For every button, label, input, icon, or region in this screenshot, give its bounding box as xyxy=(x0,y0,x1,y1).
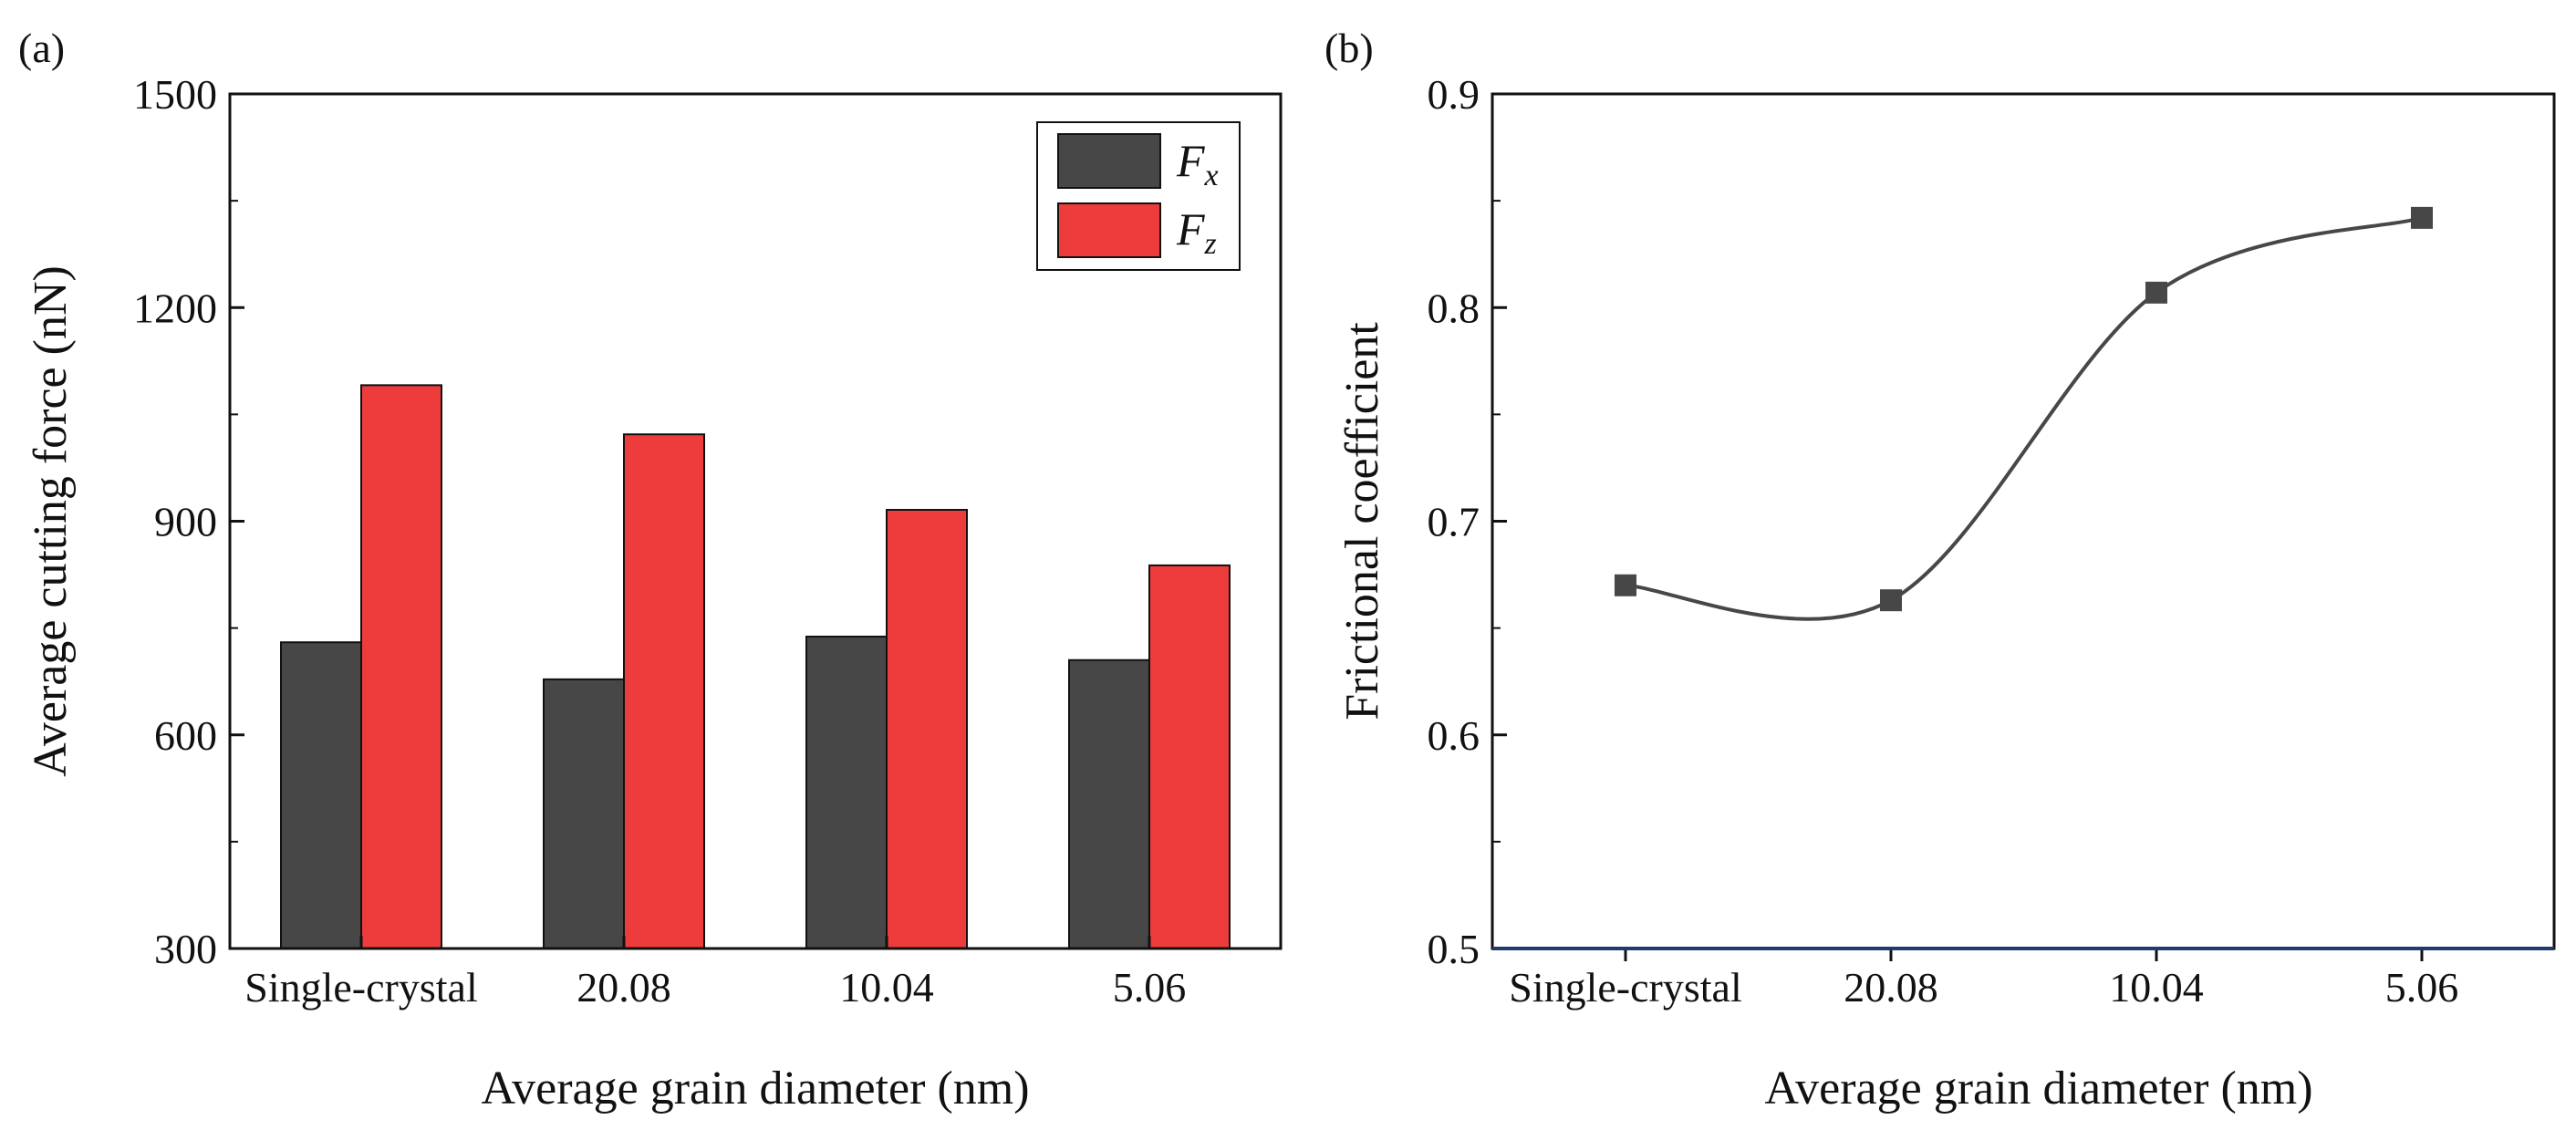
x-tick-label: 20.08 xyxy=(576,964,671,1011)
legend-swatch-fz xyxy=(1057,202,1161,258)
x-axis-ticks: Single-crystal 20.08 10.04 5.06 xyxy=(244,936,1186,1011)
data-point-marker-0 xyxy=(1615,574,1636,596)
y-tick-label: 1500 xyxy=(133,71,217,118)
legend: Fx Fz xyxy=(1036,121,1241,271)
panel-b-label: (b) xyxy=(1324,25,1374,71)
bar-fx-2 xyxy=(805,635,888,949)
y-tick-label: 0.7 xyxy=(1428,499,1480,545)
x-tick-label: 5.06 xyxy=(2385,964,2459,1011)
bar-fx-1 xyxy=(543,678,625,949)
panel-a-label: (a) xyxy=(18,25,65,71)
y-tick-label: 1200 xyxy=(133,285,217,331)
plot-frame xyxy=(228,92,1283,950)
x-axis-title: Average grain diameter (nm) xyxy=(481,1063,1029,1114)
legend-label-fx: Fx xyxy=(1176,135,1219,192)
bars-group xyxy=(280,384,1231,950)
y-axis-ticks: 0.5 0.6 0.7 0.8 0.9 xyxy=(1428,71,1507,972)
y-tick-label: 0.6 xyxy=(1428,712,1480,759)
x-tick-label: 20.08 xyxy=(1844,964,1938,1011)
legend-label-fz: Fz xyxy=(1176,203,1217,261)
bar-fx-3 xyxy=(1068,658,1150,949)
legend-swatch-fx xyxy=(1057,133,1161,189)
bar-fx-0 xyxy=(280,641,362,949)
cutting-force-bar-chart: 300 600 900 1200 1500 Single-crystal 20.08 10.… xyxy=(25,71,1283,1114)
y-tick-label: 900 xyxy=(154,499,217,545)
bar-fz-3 xyxy=(1148,564,1231,950)
x-tick-label: Single-crystal xyxy=(244,964,478,1011)
x-tick-label: 10.04 xyxy=(2109,964,2204,1011)
frictional-coefficient-line-chart: 0.5 0.6 0.7 0.8 0.9 Single-crystal 20.08 10.04… xyxy=(1336,71,2556,1114)
data-point-marker-1 xyxy=(1880,589,1902,612)
series-markers xyxy=(1615,206,2433,612)
y-tick-label: 600 xyxy=(154,712,217,759)
x-tick-label: Single-crystal xyxy=(1509,964,1742,1011)
bar-fz-2 xyxy=(886,509,968,949)
series-line xyxy=(1625,215,2423,621)
bar-fz-1 xyxy=(623,433,705,949)
y-tick-label: 300 xyxy=(154,926,217,972)
data-point-marker-2 xyxy=(2145,281,2167,304)
x-axis-ticks: Single-crystal 20.08 10.04 5.06 xyxy=(1509,949,2458,1011)
y-tick-label: 0.9 xyxy=(1428,71,1480,118)
x-tick-label: 10.04 xyxy=(839,964,934,1011)
x-axis-title: Average grain diameter (nm) xyxy=(1764,1063,2312,1114)
data-point-marker-3 xyxy=(2411,206,2433,229)
bar-fz-0 xyxy=(360,384,442,949)
y-axis-ticks: 300 600 900 1200 1500 xyxy=(133,71,244,972)
y-axis-title: Average cutting force (nN) xyxy=(25,265,77,777)
x-tick-label: 5.06 xyxy=(1113,964,1187,1011)
y-tick-label: 0.8 xyxy=(1428,285,1480,331)
y-axis-title: Frictional coefficient xyxy=(1336,322,1388,721)
y-tick-label: 0.5 xyxy=(1428,926,1480,972)
